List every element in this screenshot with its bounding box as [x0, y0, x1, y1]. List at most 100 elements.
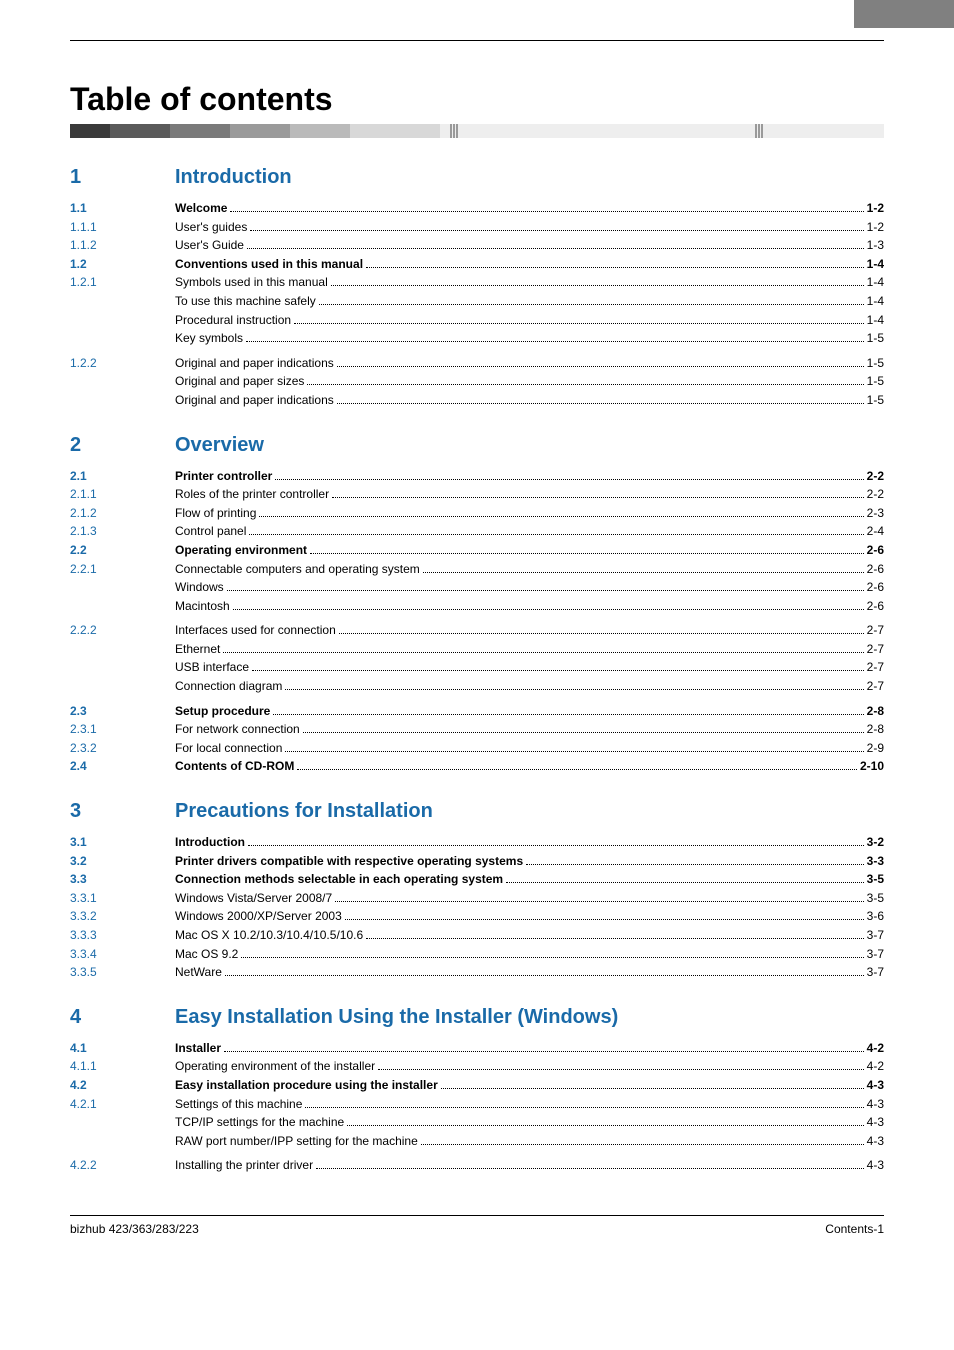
toc-text: Connectable computers and operating syst…: [175, 560, 420, 579]
chapter-head: 4Easy Installation Using the Installer (…: [70, 1006, 884, 1029]
toc-number: 2.3: [70, 702, 175, 721]
toc-entry[interactable]: 4.2.2Installing the printer driver4-3: [70, 1156, 884, 1175]
toc-entry[interactable]: .Connection diagram2-7: [70, 677, 884, 696]
toc-entry[interactable]: 3.3.2Windows 2000/XP/Server 20033-6: [70, 907, 884, 926]
toc-entry[interactable]: 3.3.5NetWare3-7: [70, 963, 884, 982]
toc-entry[interactable]: 3.1Introduction3-2: [70, 833, 884, 852]
toc-entry[interactable]: 3.3.4Mac OS 9.23-7: [70, 945, 884, 964]
toc-entry[interactable]: .RAW port number/IPP setting for the mac…: [70, 1132, 884, 1151]
chapter-title: Easy Installation Using the Installer (W…: [175, 1006, 618, 1029]
toc-body: 1Introduction1.1Welcome1-21.1.1User's gu…: [70, 166, 884, 1175]
toc-text-wrap: Introduction 3-2: [175, 833, 884, 852]
toc-page: 2-6: [867, 578, 884, 597]
toc-text-wrap: Installer4-2: [175, 1039, 884, 1058]
toc-entry[interactable]: 4.1.1Operating environment of the instal…: [70, 1057, 884, 1076]
toc-leader: [225, 975, 864, 976]
toc-entry[interactable]: 1.2.1Symbols used in this manual1-4: [70, 273, 884, 292]
toc-entry[interactable]: 2.2Operating environment2-6: [70, 541, 884, 560]
toc-text: Connection methods selectable in each op…: [175, 870, 503, 889]
toc-entry[interactable]: .To use this machine safely1-4: [70, 292, 884, 311]
toc-text-wrap: User's Guide1-3: [175, 236, 884, 255]
toc-leader: [248, 845, 864, 846]
toc-text-wrap: USB interface2-7: [175, 658, 884, 677]
toc-leader: [241, 957, 863, 958]
toc-page: 4-3: [867, 1132, 884, 1151]
toc-entry[interactable]: 2.3.2For local connection2-9: [70, 739, 884, 758]
toc-entry[interactable]: 3.3Connection methods selectable in each…: [70, 870, 884, 889]
toc-page: 1-4: [867, 311, 884, 330]
toc-number: 2.1: [70, 467, 175, 486]
toc-page: 2-7: [867, 658, 884, 677]
toc-page: 4-3: [867, 1076, 884, 1095]
toc-entry[interactable]: 1.1Welcome1-2: [70, 199, 884, 218]
toc-page: 3-2: [867, 833, 884, 852]
toc-entry[interactable]: 3.3.1Windows Vista/Server 2008/73-5: [70, 889, 884, 908]
toc-leader: [285, 751, 863, 752]
toc-leader: [227, 590, 864, 591]
toc-entry[interactable]: 1.2Conventions used in this manual1-4: [70, 255, 884, 274]
toc-number: 1.1: [70, 199, 175, 218]
toc-text: Mac OS X 10.2/10.3/10.4/10.5/10.6: [175, 926, 363, 945]
toc-number: 3.3.2: [70, 907, 175, 926]
toc-number: 1.1.1: [70, 218, 175, 237]
toc-number: 2.1.1: [70, 485, 175, 504]
toc-leader: [223, 652, 863, 653]
toc-leader: [337, 403, 864, 404]
toc-entry[interactable]: 2.1Printer controller2-2: [70, 467, 884, 486]
toc-entry[interactable]: 1.1.2User's Guide1-3: [70, 236, 884, 255]
toc-entry[interactable]: 4.2.1Settings of this machine4-3: [70, 1095, 884, 1114]
toc-number: 1.2: [70, 255, 175, 274]
toc-entry[interactable]: 2.2.1Connectable computers and operating…: [70, 560, 884, 579]
toc-entry[interactable]: .Key symbols1-5: [70, 329, 884, 348]
toc-entry[interactable]: 1.2.2Original and paper indications1-5: [70, 354, 884, 373]
toc-entry[interactable]: .Windows2-6: [70, 578, 884, 597]
toc-entry[interactable]: .TCP/IP settings for the machine4-3: [70, 1113, 884, 1132]
toc-text-wrap: Windows2-6: [175, 578, 884, 597]
toc-entry[interactable]: 2.1.1Roles of the printer controller2-2: [70, 485, 884, 504]
toc-entry[interactable]: 2.1.2Flow of printing2-3: [70, 504, 884, 523]
toc-page: 2-8: [867, 702, 884, 721]
toc-page: 4-2: [867, 1057, 884, 1076]
toc-text: Operating environment: [175, 541, 307, 560]
toc-number: 1.2.2: [70, 354, 175, 373]
toc-text-wrap: Flow of printing2-3: [175, 504, 884, 523]
toc-text: Printer drivers compatible with respecti…: [175, 852, 523, 871]
toc-entry[interactable]: 4.2Easy installation procedure using the…: [70, 1076, 884, 1095]
toc-leader: [345, 919, 864, 920]
toc-entry[interactable]: 4.1Installer4-2: [70, 1039, 884, 1058]
toc-text: Installer: [175, 1039, 221, 1058]
toc-entry[interactable]: .Ethernet2-7: [70, 640, 884, 659]
toc-page: 1-3: [867, 236, 884, 255]
toc-entry[interactable]: .Original and paper sizes1-5: [70, 372, 884, 391]
toc-entry[interactable]: 1.1.1User's guides1-2: [70, 218, 884, 237]
toc-page: 2-6: [867, 597, 884, 616]
toc-entry[interactable]: 2.2.2Interfaces used for connection2-7: [70, 621, 884, 640]
toc-entry[interactable]: 3.3.3Mac OS X 10.2/10.3/10.4/10.5/10.63-…: [70, 926, 884, 945]
toc-entry[interactable]: .Original and paper indications1-5: [70, 391, 884, 410]
toc-leader: [319, 304, 864, 305]
chapter-head: 3Precautions for Installation: [70, 800, 884, 823]
page-title: Table of contents: [70, 81, 884, 118]
toc-entry[interactable]: 2.1.3Control panel2-4: [70, 522, 884, 541]
toc-number: 2.1.2: [70, 504, 175, 523]
toc-page: 2-6: [867, 541, 884, 560]
toc-entry[interactable]: .Procedural instruction1-4: [70, 311, 884, 330]
toc-text: Symbols used in this manual: [175, 273, 328, 292]
toc-text: Introduction: [175, 833, 245, 852]
chapter: 3Precautions for Installation3.1Introduc…: [70, 800, 884, 982]
toc-page: 2-2: [867, 485, 884, 504]
toc-leader: [378, 1069, 864, 1070]
toc-number: 4.2: [70, 1076, 175, 1095]
toc-entry[interactable]: 2.3Setup procedure2-8: [70, 702, 884, 721]
toc-number: 4.2.1: [70, 1095, 175, 1114]
toc-entry[interactable]: 3.2Printer drivers compatible with respe…: [70, 852, 884, 871]
toc-entry[interactable]: 2.3.1For network connection2-8: [70, 720, 884, 739]
toc-entry[interactable]: .USB interface2-7: [70, 658, 884, 677]
toc-number: 3.3.4: [70, 945, 175, 964]
toc-text: Settings of this machine: [175, 1095, 302, 1114]
toc-text: User's guides: [175, 218, 247, 237]
chapter-number: 4: [70, 1006, 175, 1029]
toc-entry[interactable]: 2.4Contents of CD-ROM2-10: [70, 757, 884, 776]
toc-leader: [366, 267, 864, 268]
toc-entry[interactable]: .Macintosh2-6: [70, 597, 884, 616]
